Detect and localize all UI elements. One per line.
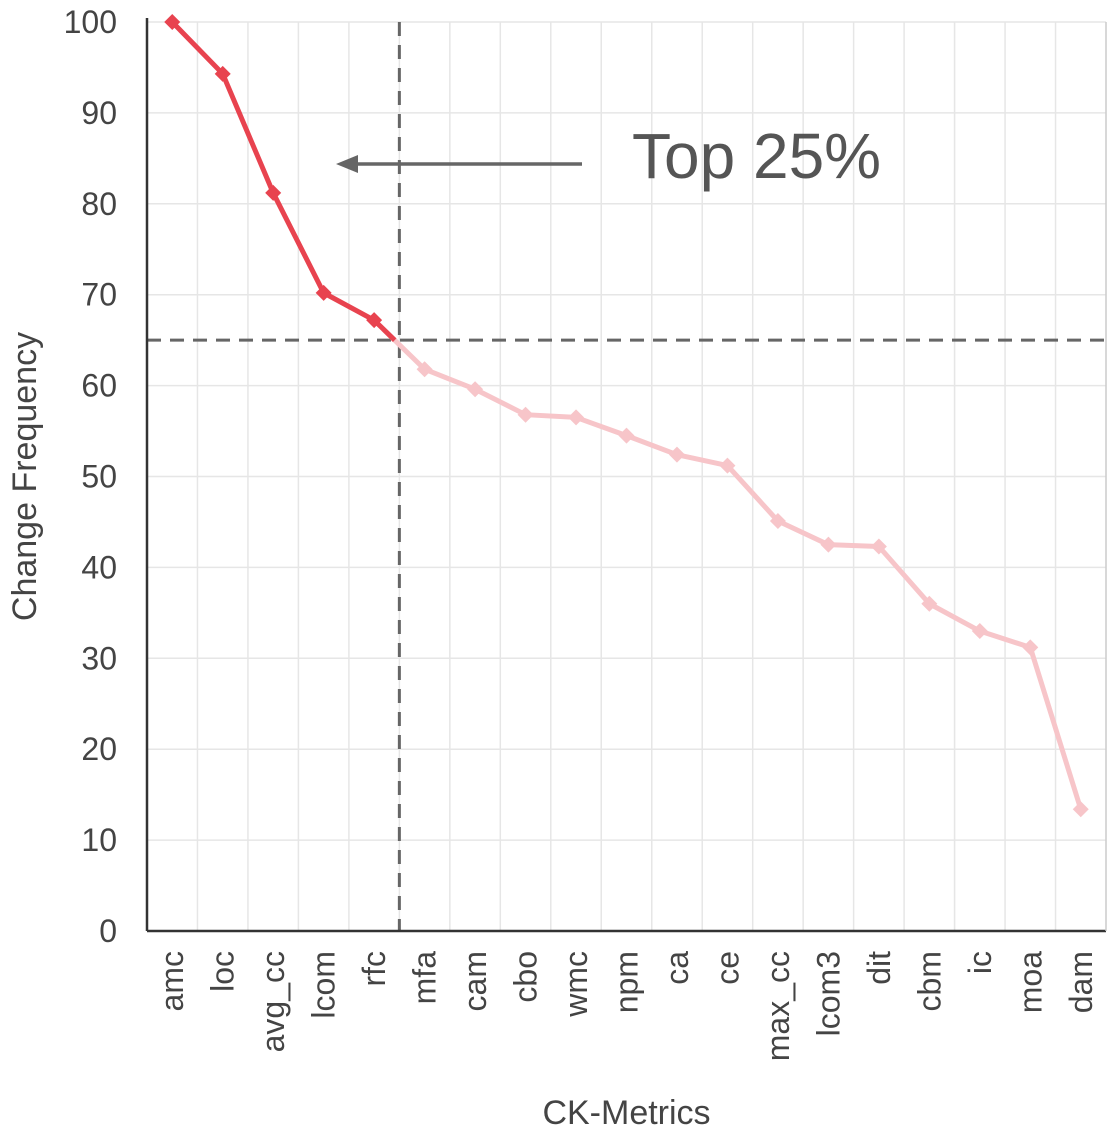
x-tick-label-dit: dit	[861, 951, 897, 985]
x-tick-label-cbo: cbo	[508, 951, 544, 1003]
x-tick-label-rfc: rfc	[356, 951, 392, 987]
data-point-rfc	[366, 312, 383, 329]
data-point-cam	[467, 381, 484, 398]
x-tick-label-mfa: mfa	[407, 951, 443, 1005]
data-point-cbm	[921, 595, 938, 612]
data-point-ic	[971, 623, 988, 640]
x-tick-label-avg_cc: avg_cc	[255, 951, 291, 1052]
arrow-head-icon	[336, 155, 358, 173]
data-point-wmc	[568, 409, 585, 426]
y-tick-label: 30	[81, 640, 117, 676]
top-25-annotation: Top 25%	[336, 120, 881, 192]
data-point-ce	[719, 457, 736, 474]
x-tick-label-npm: npm	[609, 951, 645, 1013]
data-point-cbo	[517, 406, 534, 423]
series-line-rest	[372, 318, 1084, 810]
data-point-dam	[1072, 801, 1089, 818]
reference-lines	[147, 22, 1106, 931]
x-tick-label-wmc: wmc	[558, 951, 594, 1018]
x-tick-label-ce: ce	[709, 951, 745, 985]
data-point-lcom3	[820, 536, 837, 553]
x-axis-label: CK-Metrics	[542, 1094, 710, 1132]
axes	[145, 18, 1107, 933]
data-point-avg_cc	[265, 184, 282, 201]
y-tick-label: 40	[81, 549, 117, 585]
series-line-top	[170, 20, 376, 323]
y-tick-label: 20	[81, 731, 117, 767]
y-tick-label: 70	[81, 277, 117, 313]
x-tick-label-lcom3: lcom3	[810, 951, 846, 1036]
y-tick-label: 10	[81, 822, 117, 858]
x-tick-label-amc: amc	[154, 951, 190, 1011]
y-tick-label: 90	[81, 95, 117, 131]
data-point-lcom	[315, 284, 332, 301]
y-axis-label: Change Frequency	[6, 332, 44, 621]
tick-labels: 0 10 20 30 40 50 60 70 80 90 100 amc loc avg_cc lcom rf…	[64, 4, 1099, 1061]
data-point-mfa	[416, 361, 433, 378]
data-point-moa	[1022, 639, 1039, 656]
data-point-max_cc	[769, 513, 786, 530]
x-tick-label-dam: dam	[1063, 951, 1099, 1013]
x-tick-label-moa: moa	[1012, 951, 1048, 1013]
x-tick-label-max_cc: max_cc	[760, 951, 796, 1061]
data-point-amc	[164, 14, 181, 30]
data-point-ca	[668, 446, 685, 463]
x-tick-label-ic: ic	[962, 951, 998, 974]
y-tick-label: 60	[81, 368, 117, 404]
data-point-loc	[214, 65, 231, 82]
annotation-label: Top 25%	[632, 120, 881, 192]
y-tick-label: 80	[81, 186, 117, 222]
y-tick-label: 0	[99, 913, 117, 949]
x-tick-label-cam: cam	[457, 951, 493, 1011]
x-tick-label-loc: loc	[205, 951, 241, 992]
series	[164, 14, 1089, 818]
x-tick-label-lcom: lcom	[306, 951, 342, 1019]
data-point-npm	[618, 427, 635, 444]
grid	[147, 21, 1106, 932]
x-tick-label-cbm: cbm	[911, 951, 947, 1011]
y-tick-label: 100	[64, 4, 117, 40]
y-tick-label: 50	[81, 459, 117, 495]
data-point-dit	[870, 538, 887, 555]
x-tick-label-ca: ca	[659, 951, 695, 985]
